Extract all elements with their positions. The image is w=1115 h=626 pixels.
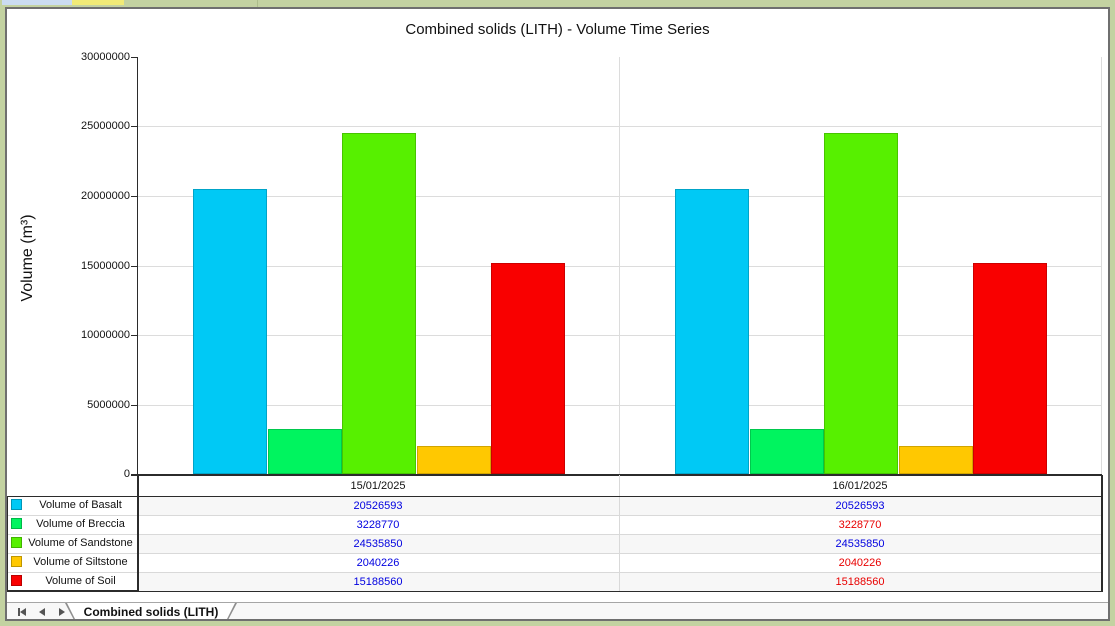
row-separator-4 xyxy=(7,572,1101,573)
bar-volume-of-soil-15-01-2025 xyxy=(491,263,565,474)
value-volume-of-siltstone-16-01-2025: 2040226 xyxy=(838,556,882,569)
nav-next-button[interactable] xyxy=(55,605,68,619)
legend-label-volume-of-sandstone: Volume of Sandstone xyxy=(28,537,133,549)
y-tick-10000000 xyxy=(131,335,137,336)
legend-label-volume-of-soil: Volume of Soil xyxy=(45,575,116,587)
background-window-tab-blue[interactable] xyxy=(2,0,72,5)
y-tick-label-25000000: 25000000 xyxy=(81,120,130,132)
table-bottom-line xyxy=(7,591,1103,592)
y-tick-label-10000000: 10000000 xyxy=(81,329,130,341)
y-tick-5000000 xyxy=(131,405,137,406)
y-tick-label-5000000: 5000000 xyxy=(87,399,130,411)
y-tick-30000000 xyxy=(131,57,137,58)
bar-volume-of-breccia-16-01-2025 xyxy=(750,429,824,474)
next-icon xyxy=(58,608,65,616)
legend-label-volume-of-breccia: Volume of Breccia xyxy=(36,518,125,530)
previous-icon xyxy=(38,608,45,616)
table-column-separator xyxy=(619,475,620,591)
header-bottom-line xyxy=(137,496,1101,497)
value-volume-of-soil-15-01-2025: 15188560 xyxy=(353,575,403,588)
chart-content: Combined solids (LITH) - Volume Time Ser… xyxy=(7,9,1108,621)
y-tick-20000000 xyxy=(131,196,137,197)
chart-title: Combined solids (LITH) - Volume Time Ser… xyxy=(405,21,710,38)
background-window-tab-yellow[interactable] xyxy=(72,0,124,5)
value-volume-of-sandstone-15-01-2025: 24535850 xyxy=(353,537,403,550)
active-sheet-tab[interactable]: Combined solids (LITH) xyxy=(65,603,237,621)
value-volume-of-basalt-16-01-2025: 20526593 xyxy=(835,499,885,512)
row-separator-2 xyxy=(7,534,1101,535)
value-volume-of-siltstone-15-01-2025: 2040226 xyxy=(356,556,400,569)
bar-volume-of-breccia-15-01-2025 xyxy=(268,429,342,474)
first-icon xyxy=(17,608,20,616)
bar-volume-of-sandstone-15-01-2025 xyxy=(342,133,416,474)
legend-row-volume-of-breccia: Volume of Breccia xyxy=(7,515,138,534)
y-tick-label-15000000: 15000000 xyxy=(81,260,130,272)
nav-previous-button[interactable] xyxy=(35,605,48,619)
row-separator-1 xyxy=(7,515,1101,516)
legend-label-volume-of-basalt: Volume of Basalt xyxy=(39,499,122,511)
date-header-16-01-2025: 16/01/2025 xyxy=(832,479,888,492)
row-separator-3 xyxy=(7,553,1101,554)
table-right-dark-line xyxy=(1101,475,1103,591)
legend-row-volume-of-soil: Volume of Soil xyxy=(7,572,138,591)
tab-divider xyxy=(257,0,258,9)
column-separator xyxy=(619,57,620,474)
legend-swatch-volume-of-sandstone xyxy=(11,537,22,548)
bar-volume-of-siltstone-16-01-2025 xyxy=(899,446,973,474)
bar-volume-of-soil-16-01-2025 xyxy=(973,263,1047,474)
y-tick-25000000 xyxy=(131,126,137,127)
nav-first-button[interactable] xyxy=(15,605,28,619)
chart-window: Combined solids (LITH) - Volume Time Ser… xyxy=(5,7,1110,621)
y-tick-label-30000000: 30000000 xyxy=(81,51,130,63)
sheet-tab-label: Combined solids (LITH) xyxy=(66,603,236,621)
legend-row-volume-of-sandstone: Volume of Sandstone xyxy=(7,534,138,553)
bar-volume-of-sandstone-16-01-2025 xyxy=(824,133,898,474)
value-volume-of-breccia-16-01-2025: 3228770 xyxy=(838,518,882,531)
legend-row-volume-of-siltstone: Volume of Siltstone xyxy=(7,553,138,572)
bar-volume-of-siltstone-15-01-2025 xyxy=(417,446,491,474)
sheet-tab-bar: Combined solids (LITH) xyxy=(7,602,1108,621)
y-tick-label-20000000: 20000000 xyxy=(81,190,130,202)
value-volume-of-sandstone-16-01-2025: 24535850 xyxy=(835,537,885,550)
legend-swatch-volume-of-siltstone xyxy=(11,556,22,567)
value-volume-of-basalt-15-01-2025: 20526593 xyxy=(353,499,403,512)
value-volume-of-soil-16-01-2025: 15188560 xyxy=(835,575,885,588)
y-tick-label-0: 0 xyxy=(123,468,130,480)
plot-right-border xyxy=(1101,57,1102,474)
y-axis-title: Volume (m³) xyxy=(19,214,36,302)
legend-label-volume-of-siltstone: Volume of Siltstone xyxy=(33,556,128,568)
x-axis-line xyxy=(131,474,1102,476)
legend-row-volume-of-basalt: Volume of Basalt xyxy=(7,496,138,515)
legend-swatch-volume-of-breccia xyxy=(11,518,22,529)
date-header-15-01-2025: 15/01/2025 xyxy=(350,479,406,492)
y-tick-15000000 xyxy=(131,266,137,267)
legend-swatch-volume-of-basalt xyxy=(11,499,22,510)
table-left-dark-line xyxy=(137,475,139,591)
legend-swatch-volume-of-soil xyxy=(11,575,22,586)
legend-column-frame xyxy=(7,496,138,591)
value-volume-of-breccia-15-01-2025: 3228770 xyxy=(356,518,400,531)
bar-volume-of-basalt-15-01-2025 xyxy=(193,189,267,474)
bar-volume-of-basalt-16-01-2025 xyxy=(675,189,749,474)
y-axis-line xyxy=(137,57,138,474)
